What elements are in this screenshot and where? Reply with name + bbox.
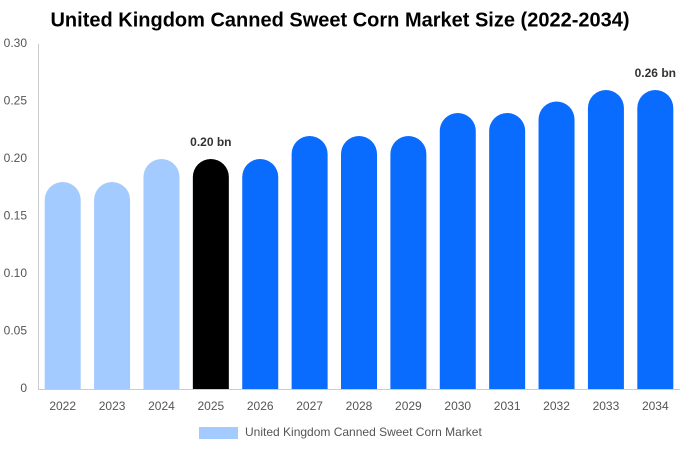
x-tick-label: 2032: [543, 399, 570, 413]
y-tick-label: 0.20: [4, 151, 28, 165]
x-tick-label: 2024: [148, 399, 175, 413]
y-tick-label: 0.25: [4, 94, 28, 108]
x-tick-label: 2027: [296, 399, 323, 413]
chart-title: United Kingdom Canned Sweet Corn Market …: [50, 9, 629, 31]
y-tick-label: 0.30: [4, 36, 28, 50]
legend-label: United Kingdom Canned Sweet Corn Market: [245, 425, 482, 439]
bar: [538, 101, 575, 389]
x-tick-label: 2028: [346, 399, 373, 413]
value-label: 0.20 bn: [190, 135, 231, 149]
x-tick-label: 2030: [444, 399, 471, 413]
bar: [341, 136, 377, 389]
y-tick-label: 0.05: [4, 324, 28, 338]
bar: [94, 182, 131, 389]
x-tick-label: 2031: [494, 399, 521, 413]
value-label: 0.26 bn: [635, 66, 676, 80]
y-tick-label: 0: [20, 381, 27, 395]
x-tick-label: 2029: [395, 399, 422, 413]
x-tick-label: 2026: [247, 399, 274, 413]
bar: [637, 90, 674, 389]
legend-swatch: [199, 427, 238, 439]
bar: [489, 112, 526, 389]
bar: [192, 159, 229, 389]
bar: [439, 113, 476, 389]
y-tick-label: 0.10: [4, 266, 28, 280]
x-tick-label: 2022: [49, 399, 76, 413]
bar: [291, 136, 328, 389]
x-tick-label: 2034: [642, 399, 669, 413]
x-tick-label: 2033: [593, 399, 620, 413]
bar: [143, 159, 180, 389]
bar: [44, 182, 81, 389]
y-tick-label: 0.15: [4, 209, 28, 223]
x-tick-label: 2025: [197, 399, 224, 413]
bar: [587, 90, 624, 389]
bar: [390, 136, 427, 389]
x-tick-label: 2023: [99, 399, 126, 413]
bar: [242, 159, 279, 389]
